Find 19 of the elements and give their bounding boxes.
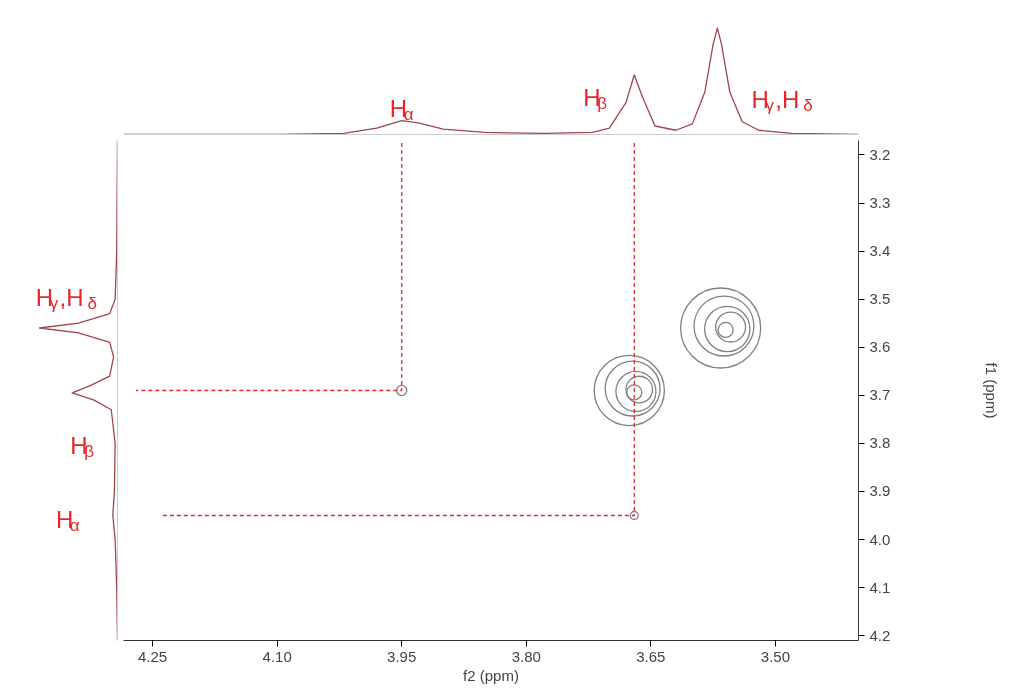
y-tick-label: 4.0: [869, 530, 891, 548]
x-tick-label: 3.50: [760, 647, 791, 665]
y-tick-label: 3.2: [869, 145, 891, 163]
x-tick-label: 4.10: [262, 647, 292, 665]
y-tick-label: 3.9: [869, 482, 891, 500]
y-tick-label: 3.7: [869, 386, 891, 404]
x-tick-label: 3.95: [387, 647, 417, 665]
x-axis-title: f2 (ppm): [463, 666, 519, 684]
y-tick-label: 3.8: [869, 434, 891, 452]
x-tick-label: 3.65: [636, 647, 666, 665]
y-tick-label: 3.5: [869, 290, 891, 308]
x-tick-label: 3.80: [511, 647, 541, 665]
y-tick-label: 3.4: [869, 242, 891, 260]
y-tick-label: 4.1: [869, 578, 891, 596]
y-tick-label: 3.6: [869, 338, 891, 356]
y-axis-title: f1 (ppm): [983, 362, 1001, 419]
y-tick-label: 3.3: [869, 194, 891, 211]
y-tick-label: 4.2: [869, 626, 891, 644]
x-tick-label: 4.25: [137, 647, 168, 665]
